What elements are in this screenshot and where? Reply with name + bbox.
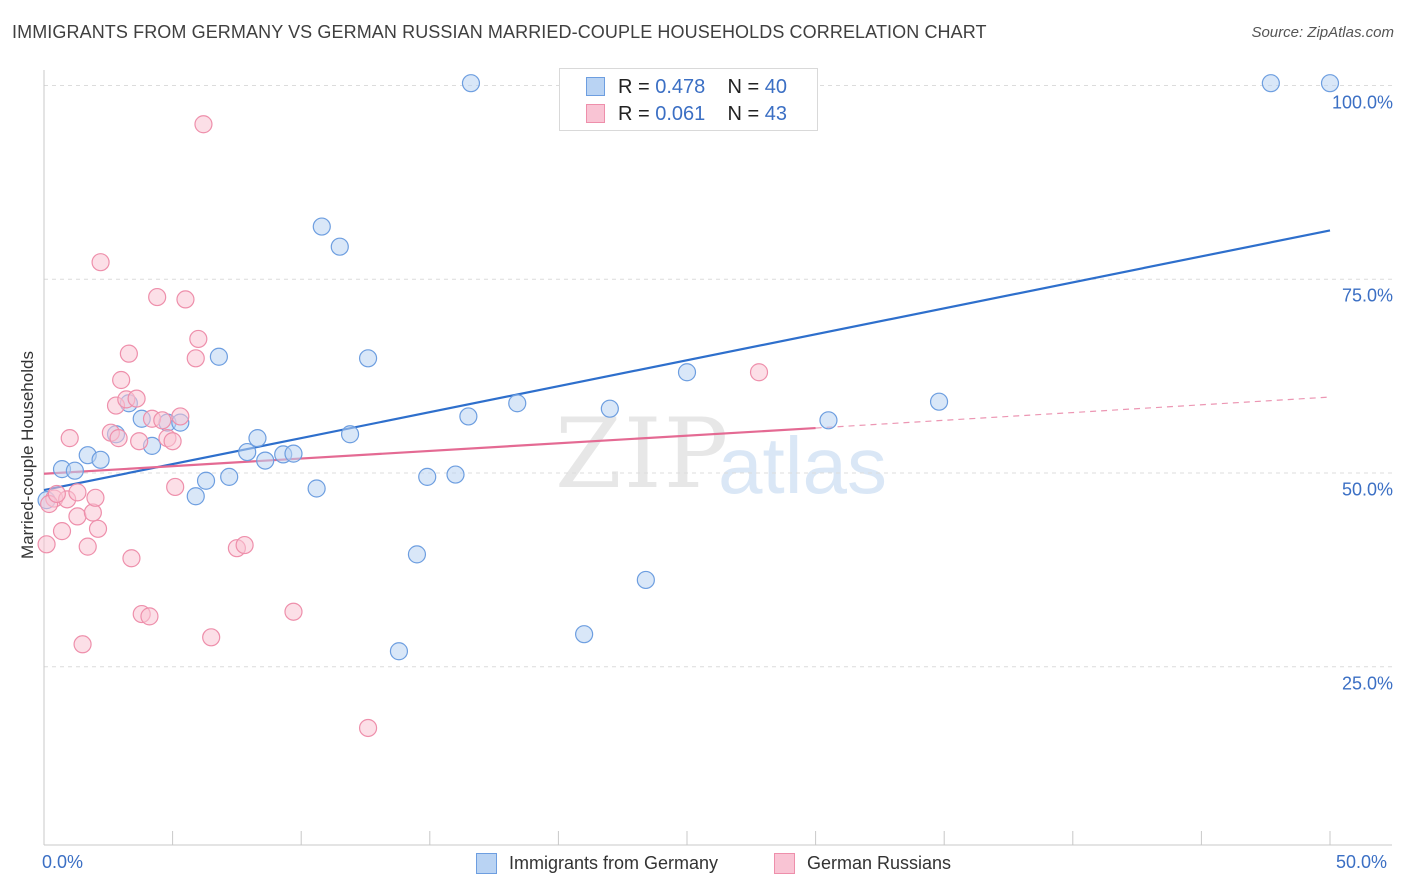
point-germany [284,444,303,463]
r-label: R = [618,76,656,98]
r-value: 0.478 [655,76,706,98]
point-german-russians [163,432,182,451]
point-german-russians [171,407,190,426]
point-german-russians [86,488,105,507]
n-value: 43 [764,103,788,125]
point-germany [196,471,216,490]
point-germany [389,642,409,661]
n-label: N = [727,103,765,125]
stats-legend: R = 0.478 N = 40 R = 0.061 N = 43 [559,68,818,131]
point-germany [1320,74,1340,93]
y-tick-label: 50.0% [1341,479,1393,500]
point-german-russians [122,549,141,568]
trend-extension-german-russians [815,396,1331,429]
point-german-russians [186,349,205,368]
chart-title: IMMIGRANTS FROM GERMANY VS GERMAN RUSSIA… [12,22,987,42]
point-german-russians [68,483,87,502]
point-german-russians [235,535,254,555]
point-german-russians [73,635,92,654]
legend-label-german-russians: German Russians [807,853,952,873]
y-tick-label: 75.0% [1341,285,1393,306]
n-label: N = [727,76,765,98]
r-value: 0.061 [655,103,706,125]
swatch-pink-icon [586,104,605,123]
point-germany [238,442,257,462]
point-german-russians [140,607,159,626]
point-german-russians [358,718,378,738]
point-germany [459,407,478,426]
point-german-russians [83,503,102,522]
point-germany [340,425,360,444]
point-germany [248,429,267,448]
point-german-russians [166,477,185,497]
trend-line-germany [43,229,1331,492]
y-tick-label: 100.0% [1331,92,1393,112]
point-german-russians [153,411,172,430]
point-german-russians [130,432,149,451]
point-german-russians [88,519,108,538]
point-germany [461,74,481,93]
point-germany [209,347,228,366]
point-germany [819,411,838,430]
point-germany [508,394,527,413]
point-german-russians [202,628,221,647]
trend-lines [43,229,1331,492]
point-german-russians [68,507,87,526]
y-tick-label: 25.0% [1341,673,1393,694]
data-points [37,74,1340,738]
point-german-russians [749,363,769,382]
point-german-russians [52,522,72,541]
trend-line-german-russians [43,426,816,475]
point-german-russians [194,115,213,134]
point-german-russians [148,287,167,307]
legend-label-germany: Immigrants from Germany [509,853,719,873]
point-germany [575,625,594,644]
point-germany [312,217,331,236]
swatch-blue-icon [586,77,605,96]
point-germany [600,399,619,418]
point-germany [446,465,465,484]
point-german-russians [112,370,131,390]
point-german-russians [189,329,208,349]
point-german-russians [91,253,110,272]
point-germany [929,392,949,411]
watermark-zip: ZIP [555,398,731,510]
point-germany [91,450,110,469]
point-germany [358,349,378,368]
point-germany [220,467,239,486]
grid-lines [44,85,1392,668]
point-germany [407,545,427,564]
r-label: R = [618,103,656,125]
x-tick-label-min: 0.0% [42,852,84,872]
point-german-russians [60,429,79,448]
legend-swatch-pink-icon [774,853,795,874]
point-germany [418,467,437,486]
point-german-russians [176,290,195,309]
watermark-atlas: atlas [718,421,887,510]
point-germany [307,479,326,498]
point-germany [65,461,84,480]
source-label: Source: ZipAtlas.com [1251,24,1394,41]
n-value: 40 [764,76,788,98]
point-german-russians [37,535,56,554]
point-german-russians [109,429,128,448]
point-german-russians [284,602,303,621]
point-germany [677,363,697,382]
x-tick-label-max: 50.0% [1336,852,1388,872]
point-germany [1261,74,1280,93]
axes [43,70,1392,846]
point-germany [186,487,205,506]
point-german-russians [78,537,97,556]
y-axis-label: Married-couple Households [18,351,37,559]
point-german-russians [127,389,146,408]
point-germany [636,570,655,590]
legend-swatch-blue-icon [476,853,497,874]
point-german-russians [47,484,66,504]
point-german-russians [119,344,138,363]
point-germany [256,451,275,470]
point-germany [330,237,349,256]
